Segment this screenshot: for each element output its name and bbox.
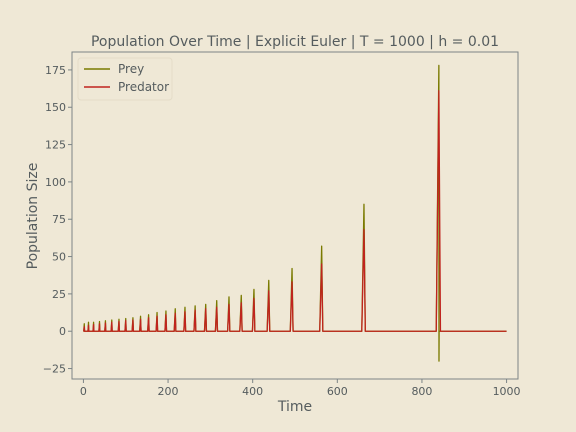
x-tick-label: 600 xyxy=(327,385,348,398)
legend-prey-label: Prey xyxy=(118,62,144,76)
x-tick-label: 800 xyxy=(411,385,432,398)
legend: Prey Predator xyxy=(77,57,173,101)
y-tick-label: 100 xyxy=(45,176,66,189)
x-tick-label: 400 xyxy=(242,385,263,398)
plot-frame xyxy=(71,51,519,380)
x-axis-label: Time xyxy=(277,399,312,415)
series-line-predator xyxy=(83,90,507,332)
x-axis-ticks: 0 200 400 600 800 1000 xyxy=(80,379,521,398)
y-tick-label: 150 xyxy=(45,101,66,114)
x-tick-label: 200 xyxy=(158,385,179,398)
y-tick-label: −25 xyxy=(43,363,66,376)
series-layer xyxy=(83,64,507,362)
y-tick-label: 50 xyxy=(52,251,66,264)
y-tick-label: 25 xyxy=(52,288,66,301)
x-tick-label: 1000 xyxy=(493,385,521,398)
y-tick-label: 125 xyxy=(45,139,66,152)
y-tick-label: 175 xyxy=(45,64,66,77)
x-tick-label: 0 xyxy=(80,385,87,398)
chart-title: Population Over Time | Explicit Euler | … xyxy=(91,34,499,50)
y-axis-label: Population Size xyxy=(25,163,41,270)
y-tick-label: 75 xyxy=(52,213,66,226)
legend-predator-label: Predator xyxy=(118,80,169,94)
y-tick-label: 0 xyxy=(59,325,66,338)
y-axis-ticks: −25 0 25 50 75 100 125 150 175 xyxy=(43,64,72,376)
